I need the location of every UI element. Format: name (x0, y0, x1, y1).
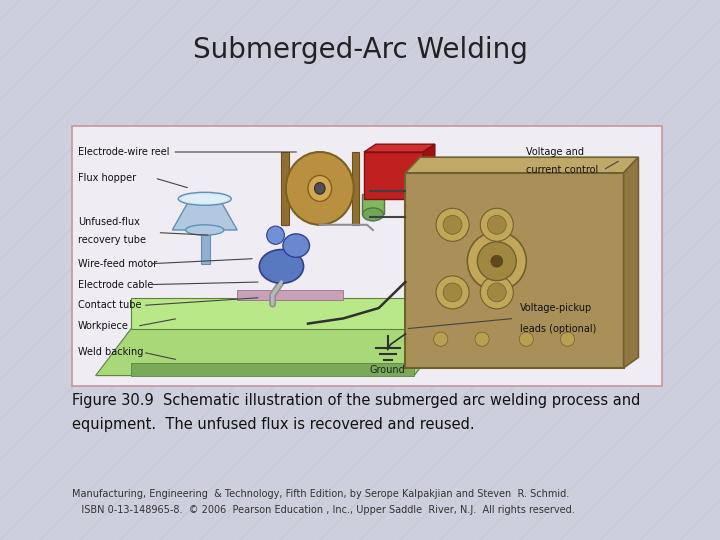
Polygon shape (423, 144, 435, 199)
Circle shape (436, 208, 469, 241)
Polygon shape (364, 144, 435, 152)
Polygon shape (624, 157, 639, 368)
Circle shape (487, 215, 506, 234)
Circle shape (477, 242, 516, 281)
Circle shape (433, 332, 448, 346)
Text: ISBN 0-13-148965-8.  © 2006  Pearson Education , Inc., Upper Saddle  River, N.J.: ISBN 0-13-148965-8. © 2006 Pearson Educa… (72, 505, 575, 515)
Ellipse shape (179, 192, 231, 205)
Text: Manufacturing, Engineering  & Technology, Fifth Edition, by Serope Kalpakjian an: Manufacturing, Engineering & Technology,… (72, 489, 570, 499)
Bar (362, 194, 384, 214)
Text: leads (optional): leads (optional) (521, 324, 597, 334)
Text: Submerged-Arc Welding: Submerged-Arc Welding (192, 36, 528, 64)
Text: Voltage and: Voltage and (526, 147, 585, 157)
Text: Unfused-flux: Unfused-flux (78, 217, 140, 227)
Polygon shape (96, 329, 449, 376)
Text: Workpiece: Workpiece (78, 321, 129, 331)
Ellipse shape (315, 183, 325, 194)
Circle shape (487, 283, 506, 302)
Text: Weld backing: Weld backing (78, 347, 143, 357)
Circle shape (436, 276, 469, 309)
Circle shape (519, 332, 534, 346)
Text: Contact tube: Contact tube (78, 300, 141, 310)
Bar (72, 126, 662, 386)
Text: Figure 30.9  Schematic illustration of the submerged arc welding process and: Figure 30.9 Schematic illustration of th… (72, 393, 640, 408)
Ellipse shape (286, 152, 354, 225)
Polygon shape (131, 298, 449, 329)
Circle shape (480, 208, 513, 241)
Bar (282, 152, 289, 225)
Circle shape (475, 332, 489, 346)
Bar (352, 152, 359, 225)
Ellipse shape (186, 225, 224, 235)
Ellipse shape (363, 208, 383, 221)
Polygon shape (237, 290, 343, 300)
Polygon shape (405, 157, 639, 173)
Polygon shape (131, 362, 414, 376)
Text: Electrode-wire reel: Electrode-wire reel (78, 147, 169, 157)
Text: Wire-feed motor: Wire-feed motor (78, 259, 157, 269)
Circle shape (560, 332, 575, 346)
Bar (201, 227, 210, 264)
Text: Voltage-pickup: Voltage-pickup (521, 303, 593, 313)
Text: equipment.  The unfused flux is recovered and reused.: equipment. The unfused flux is recovered… (72, 416, 474, 431)
Circle shape (467, 232, 526, 291)
Bar (72, 126, 662, 386)
Ellipse shape (181, 194, 228, 204)
Text: Ground: Ground (370, 366, 405, 375)
Text: Flux hopper: Flux hopper (78, 173, 136, 183)
Text: recovery tube: recovery tube (78, 235, 146, 245)
Circle shape (443, 215, 462, 234)
Ellipse shape (283, 234, 310, 257)
Circle shape (443, 283, 462, 302)
Ellipse shape (266, 226, 284, 244)
Circle shape (480, 276, 513, 309)
Ellipse shape (259, 249, 304, 284)
Text: current control: current control (526, 165, 598, 175)
Ellipse shape (363, 192, 383, 205)
Polygon shape (405, 173, 624, 368)
Polygon shape (364, 152, 423, 199)
Polygon shape (172, 199, 237, 230)
Circle shape (491, 255, 503, 267)
Text: Electrode cable: Electrode cable (78, 280, 153, 289)
Ellipse shape (308, 176, 332, 201)
